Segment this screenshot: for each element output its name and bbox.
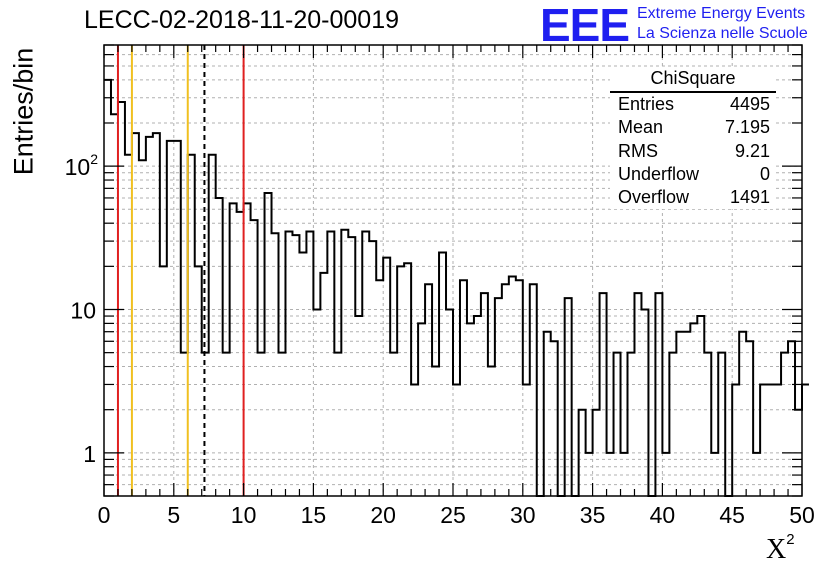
stats-overflow-value: 1491 <box>729 187 770 208</box>
x-tick-label: 25 <box>440 502 466 528</box>
x-tick-label: 50 <box>789 502 815 528</box>
stats-entries-label: Entries <box>618 94 675 114</box>
x-tick-label: 45 <box>719 502 745 528</box>
stats-title: ChiSquare <box>610 68 776 93</box>
stats-box: ChiSquare Entries 4495 Mean 7.195 RMS 9.… <box>610 68 776 210</box>
stats-row-underflow: Underflow 0 <box>610 163 776 186</box>
histogram-title: LECC-02-2018-11-20-00019 <box>84 6 400 34</box>
y-tick-label: 1 <box>83 441 96 467</box>
y-tick-label: 102 <box>65 151 99 180</box>
stats-mean-label: Mean <box>618 117 664 138</box>
stats-underflow-label: Underflow <box>618 163 700 184</box>
stats-row-overflow: Overflow 1491 <box>610 186 776 209</box>
stats-overflow-label: Overflow <box>618 187 690 208</box>
stats-entries-value: 4495 <box>729 94 770 114</box>
x-tick-label: 35 <box>580 502 606 528</box>
stats-mean-value: 7.195 <box>724 117 770 138</box>
y-tick-label: 10 <box>70 297 96 323</box>
x-tick-label: 30 <box>510 502 536 528</box>
stats-row-mean: Mean 7.195 <box>610 116 776 139</box>
eee-logo-line1: Extreme Energy Events <box>637 5 806 22</box>
x-axis-label-exponent: 2 <box>786 530 795 548</box>
stats-underflow-value: 0 <box>759 163 770 184</box>
x-tick-label: 0 <box>98 502 111 528</box>
x-tick-label: 15 <box>301 502 327 528</box>
x-tick-label: 10 <box>231 502 257 528</box>
stats-rms-label: RMS <box>618 140 658 161</box>
stats-rms-value: 9.21 <box>734 140 770 161</box>
stats-row-entries: Entries 4495 <box>610 93 776 116</box>
x-tick-label: 40 <box>650 502 676 528</box>
histogram-series <box>104 78 809 497</box>
x-tick-label: 20 <box>370 502 396 528</box>
eee-logo-text: EEE <box>540 0 630 51</box>
x-tick-label: 5 <box>167 502 180 528</box>
eee-logo-line2: La Scienza nelle Scuole <box>637 25 808 42</box>
stats-row-rms: RMS 9.21 <box>610 140 776 163</box>
x-axis-label-base: X <box>766 534 787 565</box>
x-axis-label: X2 <box>766 530 795 566</box>
